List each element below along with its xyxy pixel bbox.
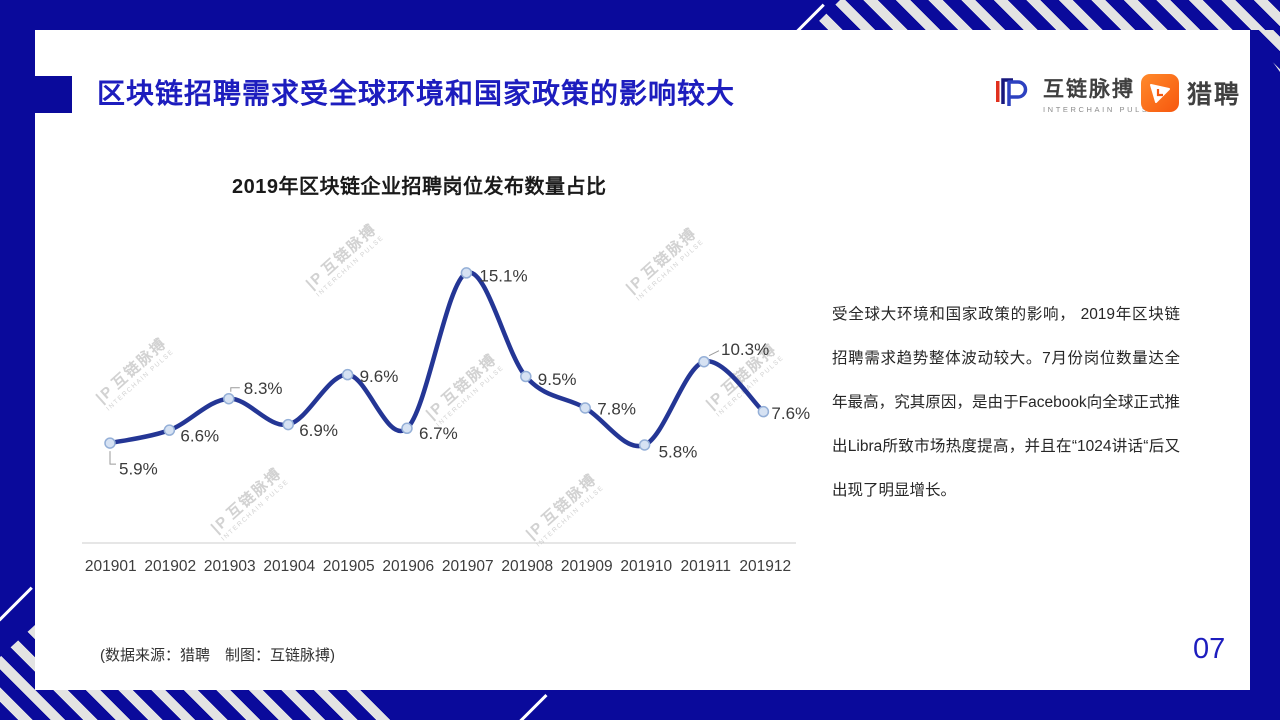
label-leader-line <box>109 451 116 465</box>
interchain-pulse-logo-name: 互链脉搏 <box>1043 78 1135 101</box>
x-tick-201901: 201901 <box>84 558 137 575</box>
bottom-diagonal-line-decoration <box>511 693 548 720</box>
x-tick-201904: 201904 <box>263 558 316 575</box>
data-point-201906 <box>401 422 413 435</box>
data-label-201911: 10.3% <box>721 340 769 359</box>
bottom-left-stripes-decoration <box>0 690 408 720</box>
data-label-201912: 7.6% <box>771 404 810 423</box>
data-point-201905 <box>341 368 354 381</box>
x-tick-201905: 201905 <box>322 558 375 575</box>
data-label-201902: 6.6% <box>180 427 219 446</box>
data-point-201902 <box>163 424 176 436</box>
x-tick-201906: 201906 <box>382 558 435 575</box>
data-label-201910: 5.8% <box>659 442 698 461</box>
data-point-201903 <box>223 392 235 405</box>
data-label-201906: 6.7% <box>419 424 458 443</box>
liepin-logo: 猎聘 <box>1141 74 1241 112</box>
line-chart: 5.9% 6.6% 8.3% 6.9% 9.6% 6.7% 15.1% 9.5% 7.8% 5.8… <box>82 266 810 544</box>
page-number: 07 <box>1193 633 1226 665</box>
interchain-pulse-logo-subtitle: INTERCHAIN PULSE <box>1043 105 1158 114</box>
top-right-corner-stripes-decoration <box>1250 30 1280 72</box>
interchain-pulse-logo-icon <box>991 68 1037 119</box>
data-label-201907: 15.1% <box>479 266 527 285</box>
analysis-paragraph: 受全球大环境和国家政策的影响， 2019年区块链招聘需求趋势整体波动较大。7月份… <box>832 306 1180 499</box>
data-label-201905: 9.6% <box>360 367 399 386</box>
data-point-201907 <box>460 267 473 279</box>
left-diagonal-line-decoration <box>0 586 33 622</box>
chart-title: 2019年区块链企业招聘岗位发布数量占比 <box>232 176 607 198</box>
slide-content: 区块链招聘需求受全球环境和国家政策的影响较大 互链脉搏 INTERCHAIN P… <box>35 30 1250 690</box>
source-note: (数据来源：猎聘 制图：互链脉搏) <box>100 647 335 664</box>
data-label-201904: 6.9% <box>299 421 338 440</box>
liepin-logo-name: 猎聘 <box>1187 81 1242 109</box>
x-tick-201910: 201910 <box>620 558 673 575</box>
top-right-stripes-decoration <box>810 0 1280 30</box>
x-axis-labels: 201901 201902 201903 201904 201905 201906 2019… <box>81 558 795 576</box>
x-tick-201909: 201909 <box>560 558 613 575</box>
page-title: 区块链招聘需求受全球环境和国家政策的影响较大 <box>97 78 736 109</box>
data-point-201911 <box>698 355 710 368</box>
x-tick-201903: 201903 <box>203 558 256 575</box>
x-tick-201907: 201907 <box>441 558 494 575</box>
x-tick-201912: 201912 <box>739 558 792 575</box>
label-leader-line <box>708 350 720 357</box>
data-point-201901 <box>104 437 116 449</box>
label-leader-line <box>230 387 240 392</box>
data-point-201910 <box>638 439 651 451</box>
interchain-pulse-logo: 互链脉搏 INTERCHAIN PULSE <box>991 68 1157 119</box>
title-accent-square <box>35 76 72 113</box>
data-point-201904 <box>282 418 294 431</box>
x-tick-201908: 201908 <box>501 558 554 575</box>
data-point-201912 <box>757 405 770 418</box>
data-point-201908 <box>520 370 532 383</box>
liepin-logo-icon <box>1141 74 1179 112</box>
data-label-201903: 8.3% <box>244 379 283 398</box>
data-point-201909 <box>579 402 591 414</box>
data-line <box>107 270 766 449</box>
bottom-left-corner-stripes-decoration <box>0 625 35 720</box>
x-tick-201902: 201902 <box>144 558 197 575</box>
data-label-201909: 7.8% <box>597 399 636 418</box>
data-label-201901: 5.9% <box>119 460 158 479</box>
x-tick-201911: 201911 <box>680 558 732 575</box>
data-label-201908: 9.5% <box>538 370 577 389</box>
